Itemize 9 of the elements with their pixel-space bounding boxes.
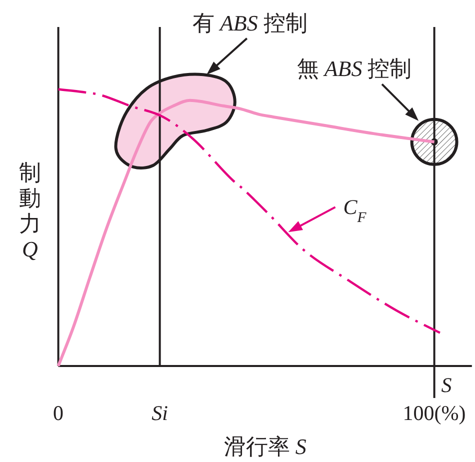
ref-line-label: S: [441, 373, 452, 397]
x-axis-title: 滑行率 S: [224, 434, 306, 459]
x-tick-label: Si: [152, 401, 168, 425]
text: 無 ABS 控制: [296, 56, 412, 81]
text: 有 ABS 控制: [192, 10, 308, 36]
x-tick-label: 0: [53, 401, 64, 425]
legend-label: C$_{F}$: [343, 195, 368, 226]
y-axis-title: 制動力 Q: [19, 160, 41, 262]
x-tick-label: 100(%): [402, 401, 466, 425]
